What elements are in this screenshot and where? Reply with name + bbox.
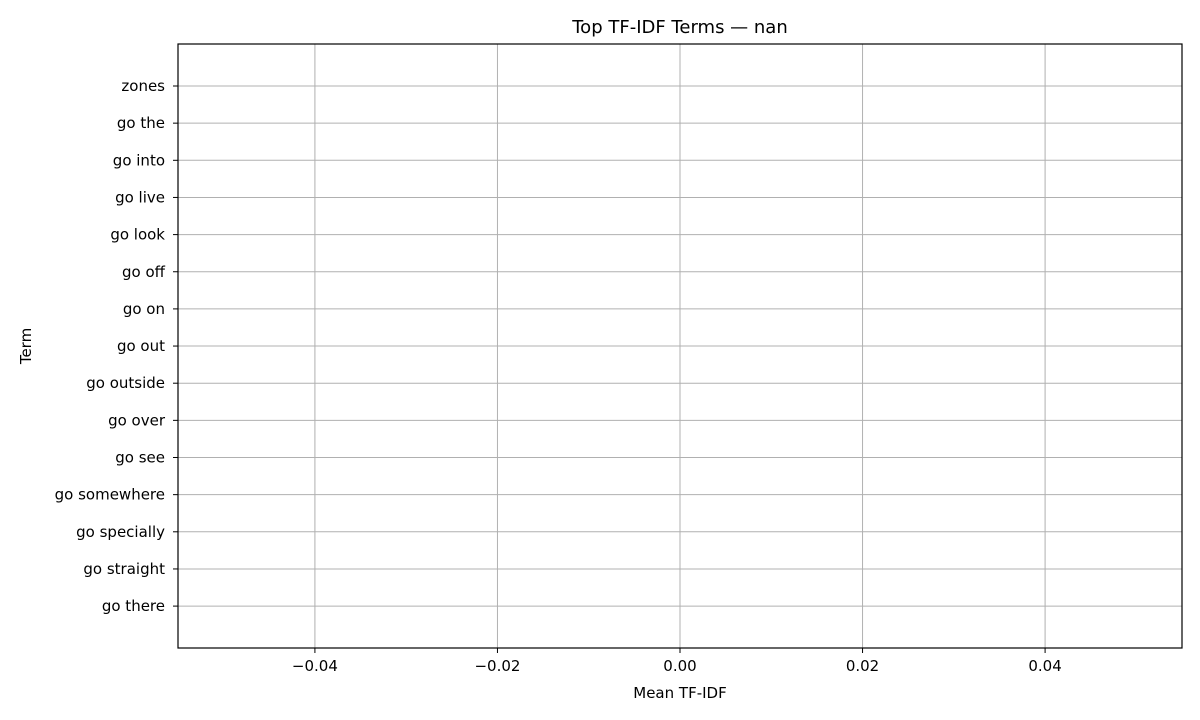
y-tick-label: go specially <box>76 523 165 541</box>
x-tick-label: 0.02 <box>846 657 879 675</box>
x-axis: −0.04 −0.02 0.00 0.02 0.04 <box>292 648 1062 675</box>
y-tick-label: go straight <box>83 560 165 578</box>
y-tick-label: go on <box>123 300 165 318</box>
y-tick-label: go look <box>110 226 165 244</box>
y-tick-label: go see <box>115 449 165 467</box>
y-tick-label: zones <box>121 77 165 95</box>
y-tick-label: go there <box>102 597 165 615</box>
y-tick-label: go outside <box>86 374 165 392</box>
chart-title: Top TF-IDF Terms — nan <box>571 17 787 38</box>
y-tick-label: go live <box>115 188 165 206</box>
y-tick-label: go into <box>113 151 165 169</box>
y-axis: zones go the go into go live go look go off go… <box>55 77 178 615</box>
x-tick-label: −0.04 <box>292 657 338 675</box>
y-axis-label: Term <box>17 328 35 365</box>
y-tick-label: go out <box>117 337 165 355</box>
y-tick-label: go over <box>108 411 166 429</box>
x-tick-label: 0.04 <box>1028 657 1061 675</box>
y-tick-label: go the <box>117 114 165 132</box>
y-tick-label: go somewhere <box>55 486 165 504</box>
x-axis-label: Mean TF-IDF <box>633 684 726 702</box>
x-tick-label: 0.00 <box>663 657 696 675</box>
grid-lines <box>178 44 1182 648</box>
x-tick-label: −0.02 <box>474 657 520 675</box>
y-tick-label: go off <box>122 263 166 281</box>
